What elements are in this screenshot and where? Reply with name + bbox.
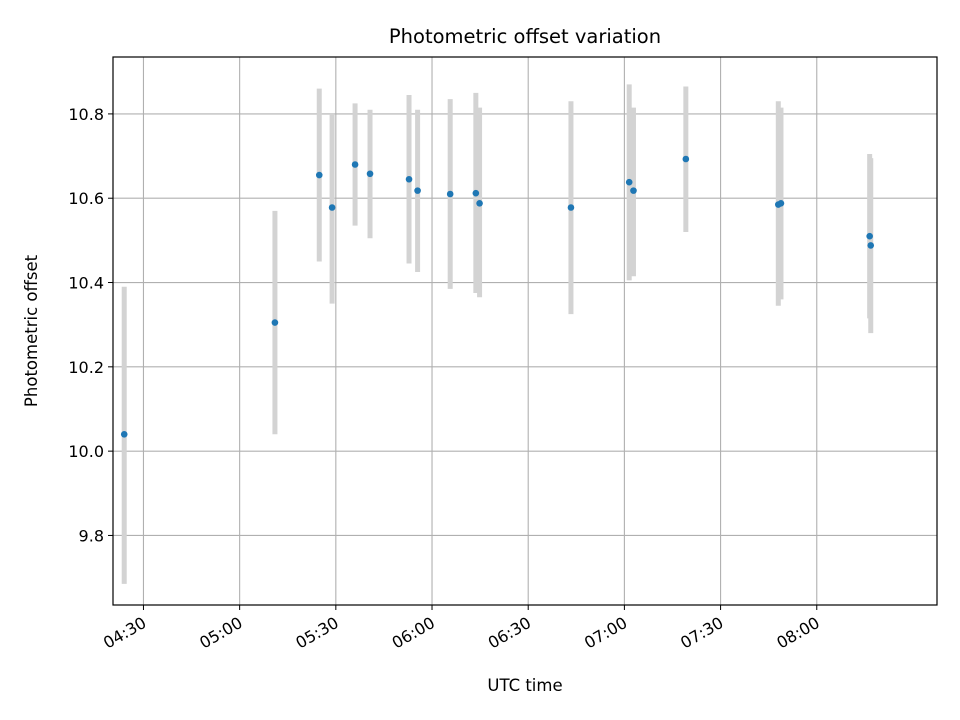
y-axis-ticks: 9.8 10.0 10.2 10.4 10.6 10.8 [68,105,113,545]
data-point [866,232,873,240]
data-point [120,430,128,438]
y-tick-label: 10.0 [68,442,104,461]
data-point [682,155,690,163]
y-tick-label: 10.6 [68,189,104,208]
data-point [405,175,413,183]
y-tick-label: 9.8 [79,526,104,545]
data-point [625,178,633,186]
data-points [120,155,875,438]
data-point [446,190,454,198]
data-point [567,204,575,211]
data-point [351,161,359,168]
y-tick-label: 10.4 [68,274,104,293]
grid-lines [113,57,937,605]
plot-frame [112,56,938,606]
data-point [630,187,637,194]
data-point [328,204,336,211]
data-point [472,189,480,197]
x-axis-title: UTC time [487,676,562,695]
data-point [777,199,785,207]
y-tick-label: 10.2 [68,358,104,377]
data-point [867,242,875,249]
data-point [414,187,421,194]
data-point [476,199,483,207]
chart-title: Photometric offset variation [389,25,661,48]
y-axis-title: Photometric offset [22,254,41,407]
y-tick-label: 10.8 [68,105,104,124]
data-point [271,319,279,326]
data-point [366,170,374,178]
data-point [315,171,323,179]
